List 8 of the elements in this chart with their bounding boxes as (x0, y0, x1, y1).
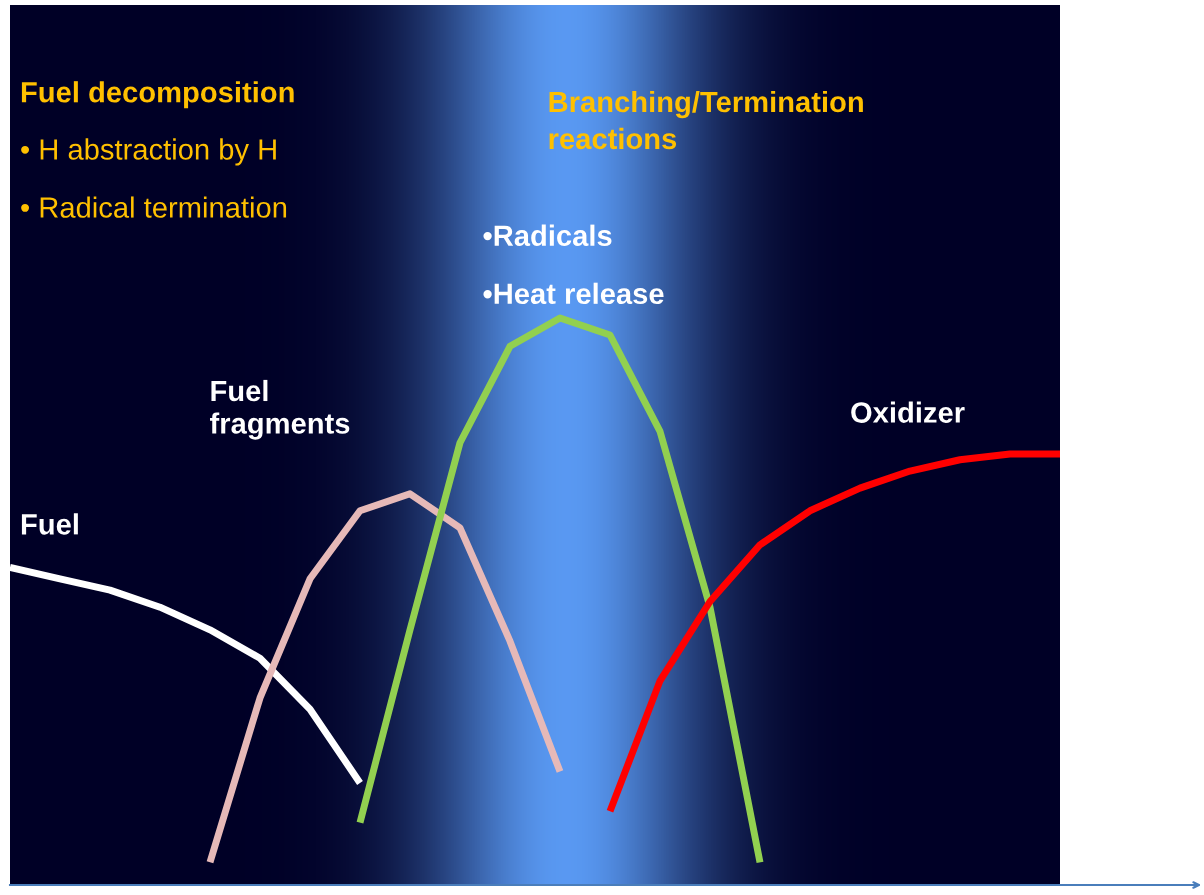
text: •Radicals (483, 224, 612, 247)
text: Fuel decomposition (21, 81, 294, 109)
text: • Radical termination (21, 196, 287, 218)
series-label: Fuel (21, 513, 78, 535)
text: • H abstraction by H (21, 138, 276, 166)
text: Fuel fragments (210, 379, 350, 440)
series-label: Oxidizer (851, 401, 965, 423)
text: •Heat release (483, 282, 664, 305)
